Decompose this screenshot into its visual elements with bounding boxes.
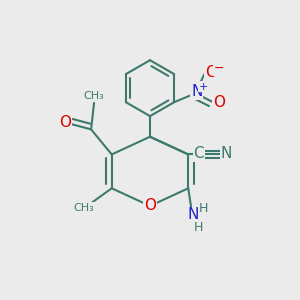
Text: O: O	[144, 198, 156, 213]
Text: +: +	[199, 82, 208, 92]
Text: H: H	[198, 202, 208, 215]
Text: C: C	[194, 146, 204, 161]
Text: N: N	[187, 207, 198, 222]
Text: O: O	[59, 115, 71, 130]
Text: CH₃: CH₃	[84, 92, 104, 101]
Text: N: N	[191, 84, 202, 99]
Text: −: −	[214, 62, 224, 75]
Text: O: O	[213, 95, 225, 110]
Text: O: O	[205, 65, 217, 80]
Text: CH₃: CH₃	[74, 203, 94, 213]
Text: N: N	[220, 146, 232, 161]
Text: H: H	[194, 220, 203, 234]
